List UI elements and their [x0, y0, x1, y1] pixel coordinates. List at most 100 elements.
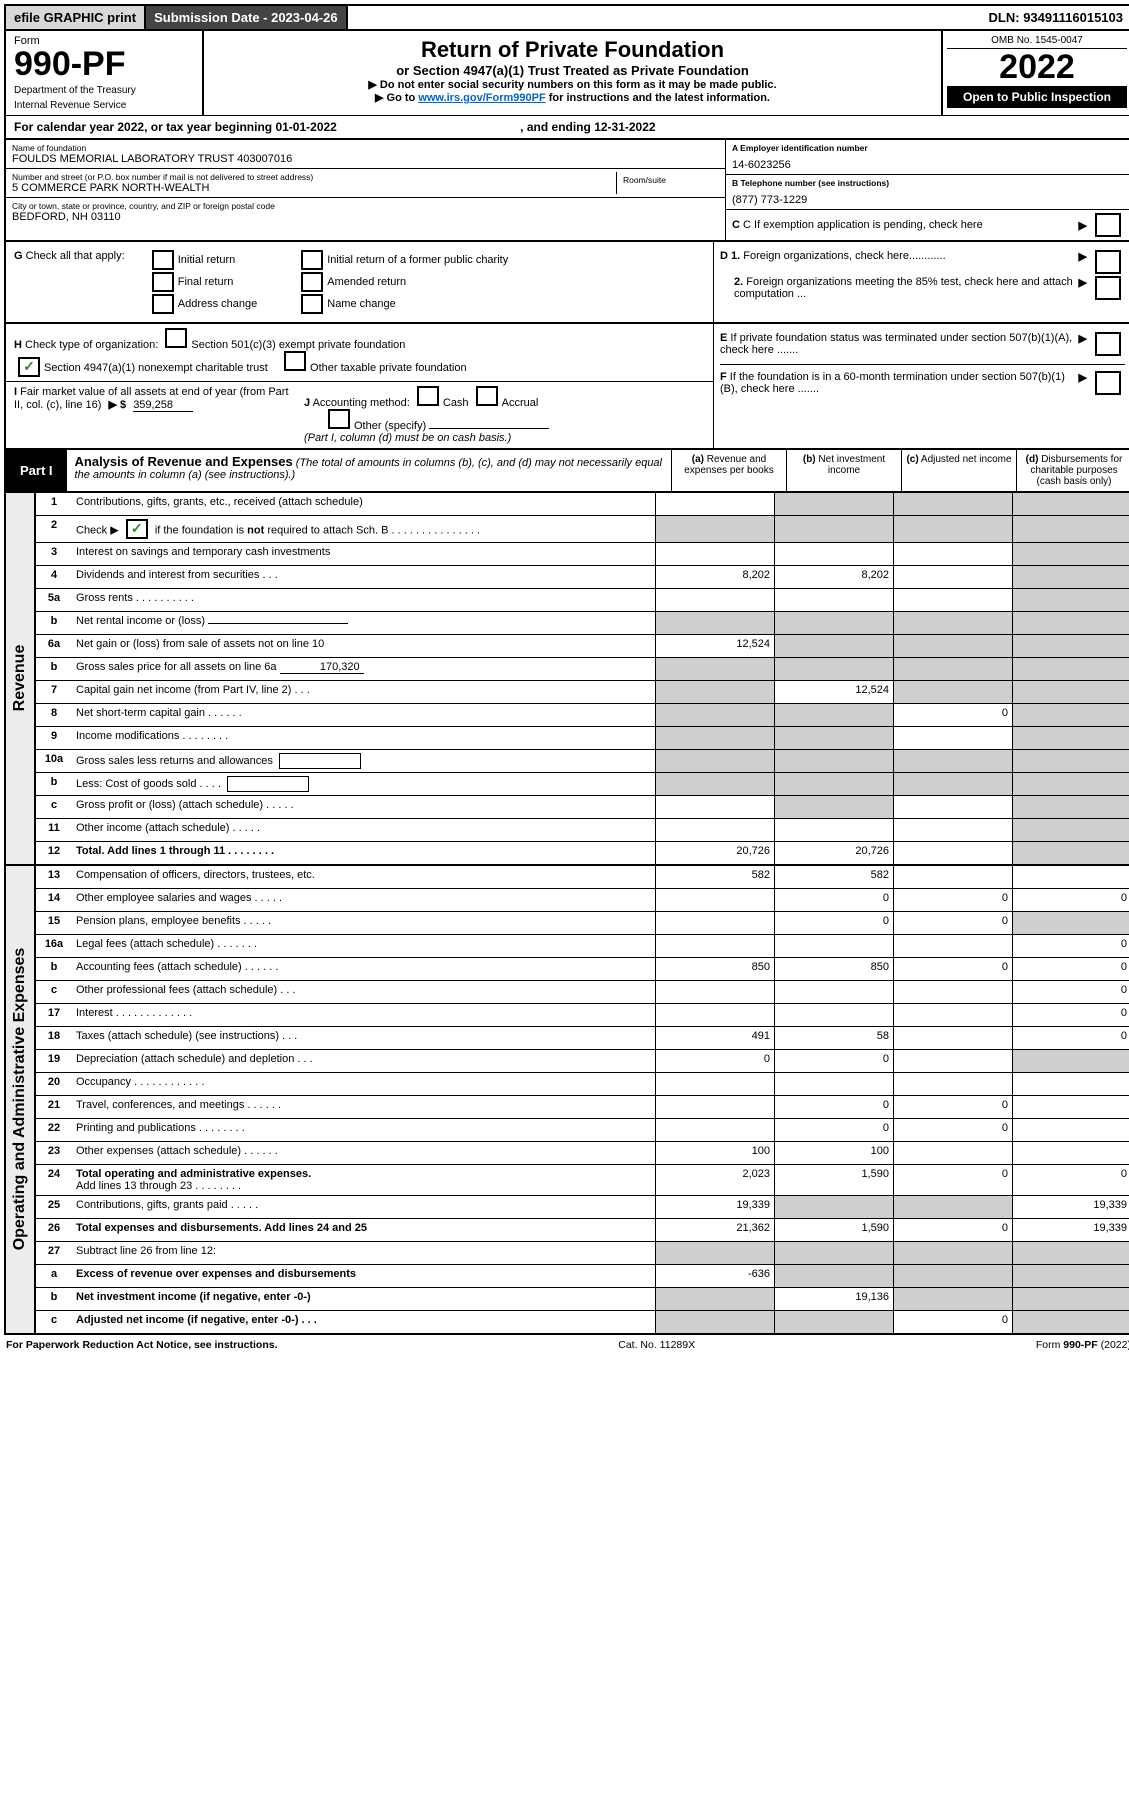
- header-mid: Return of Private Foundation or Section …: [204, 31, 943, 115]
- g-opt6: Name change: [327, 298, 396, 310]
- d-block: D 1. Foreign organizations, check here..…: [713, 242, 1129, 322]
- h-4947-checkbox[interactable]: [18, 357, 40, 377]
- addr-row: Number and street (or P.O. box number if…: [6, 169, 725, 198]
- e-checkbox[interactable]: [1095, 332, 1121, 356]
- expenses-side-label: Operating and Administrative Expenses: [6, 866, 36, 1333]
- row-22: 22Printing and publications . . . . . . …: [36, 1118, 1129, 1141]
- calendar-year-row: For calendar year 2022, or tax year begi…: [4, 115, 1129, 140]
- row-5b: bNet rental income or (loss): [36, 611, 1129, 634]
- g-address-checkbox[interactable]: [152, 294, 174, 314]
- g-final-checkbox[interactable]: [152, 272, 174, 292]
- city-cell: City or town, state or province, country…: [6, 198, 725, 226]
- g-block: G Check all that apply: Initial return I…: [6, 242, 713, 322]
- row-1: 1Contributions, gifts, grants, etc., rec…: [36, 493, 1129, 515]
- city-value: BEDFORD, NH 03110: [12, 211, 719, 223]
- g-former-checkbox[interactable]: [301, 250, 323, 270]
- exemption-cell: C C If exemption application is pending,…: [726, 210, 1129, 240]
- form-subtitle: or Section 4947(a)(1) Trust Treated as P…: [208, 63, 937, 78]
- info-right: A Employer identification number 14-6023…: [725, 140, 1129, 240]
- j-accrual-checkbox[interactable]: [476, 386, 498, 406]
- room-cell: Room/suite: [617, 172, 719, 194]
- r6b-inset: 170,320: [280, 661, 364, 674]
- row-9: 9Income modifications . . . . . . . .: [36, 726, 1129, 749]
- d2-checkbox[interactable]: [1095, 276, 1121, 300]
- part1-header: Part I Analysis of Revenue and Expenses …: [4, 450, 1129, 493]
- row-16a: 16aLegal fees (attach schedule) . . . . …: [36, 934, 1129, 957]
- cal-pre: For calendar year 2022, or tax year begi…: [14, 120, 275, 134]
- city-label: City or town, state or province, country…: [12, 201, 719, 211]
- j-other-checkbox[interactable]: [328, 409, 350, 429]
- note-pre: ▶ Go to: [375, 92, 418, 104]
- col-b-label: Net investment income: [818, 454, 885, 476]
- r10b-box: [227, 776, 309, 792]
- hij-left: H Check type of organization: Section 50…: [6, 324, 713, 448]
- j-block: J Accounting method: Cash Accrual Other …: [294, 386, 705, 444]
- g-label: Check all that apply:: [26, 250, 125, 262]
- row-8: 8Net short-term capital gain . . . . . .…: [36, 703, 1129, 726]
- col-d-label: Disbursements for charitable purposes (c…: [1030, 454, 1122, 487]
- d1-checkbox[interactable]: [1095, 250, 1121, 274]
- form-note-link: ▶ Go to www.irs.gov/Form990PF for instru…: [208, 91, 937, 104]
- g-name-checkbox[interactable]: [301, 294, 323, 314]
- row-4: 4Dividends and interest from securities …: [36, 565, 1129, 588]
- g-opt4: Initial return of a former public charit…: [327, 254, 508, 266]
- h-other-checkbox[interactable]: [284, 351, 306, 371]
- info-block: Name of foundation FOULDS MEMORIAL LABOR…: [4, 140, 1129, 242]
- row-5a: 5aGross rents . . . . . . . . . .: [36, 588, 1129, 611]
- i-lead: I: [14, 386, 17, 398]
- arrow-icon: ▶: [1079, 219, 1087, 232]
- phone-label: B Telephone number (see instructions): [732, 178, 1125, 188]
- top-bar: efile GRAPHIC print Submission Date - 20…: [4, 4, 1129, 31]
- row-6a: 6aNet gain or (loss) from sale of assets…: [36, 634, 1129, 657]
- row-23: 23Other expenses (attach schedule) . . .…: [36, 1141, 1129, 1164]
- h-501c3-checkbox[interactable]: [165, 328, 187, 348]
- j-other: Other (specify): [354, 420, 426, 432]
- row-27: 27Subtract line 26 from line 12:: [36, 1241, 1129, 1264]
- arrow-icon: ▶: [1079, 250, 1087, 263]
- schb-checkbox[interactable]: [126, 519, 148, 539]
- f-checkbox[interactable]: [1095, 371, 1121, 395]
- j-lead: J: [304, 397, 310, 409]
- r10a-box: [279, 753, 361, 769]
- address: 5 COMMERCE PARK NORTH-WEALTH: [12, 182, 616, 194]
- row-11: 11Other income (attach schedule) . . . .…: [36, 818, 1129, 841]
- dept-treasury: Department of the Treasury: [14, 85, 194, 96]
- row-18: 18Taxes (attach schedule) (see instructi…: [36, 1026, 1129, 1049]
- header-right: OMB No. 1545-0047 2022 Open to Public In…: [943, 31, 1129, 115]
- room-label: Room/suite: [623, 175, 713, 185]
- arrow-icon: ▶: [1079, 276, 1087, 289]
- info-left: Name of foundation FOULDS MEMORIAL LABOR…: [6, 140, 725, 240]
- g-initial-checkbox[interactable]: [152, 250, 174, 270]
- row-15: 15Pension plans, employee benefits . . .…: [36, 911, 1129, 934]
- irs-link[interactable]: www.irs.gov/Form990PF: [418, 92, 545, 104]
- row-6b: bGross sales price for all assets on lin…: [36, 657, 1129, 680]
- disclosure-badge: Open to Public Inspection: [947, 86, 1127, 108]
- ein-label: A Employer identification number: [732, 143, 1125, 153]
- g-amended-checkbox[interactable]: [301, 272, 323, 292]
- row-14: 14Other employee salaries and wages . . …: [36, 888, 1129, 911]
- footer-mid: Cat. No. 11289X: [618, 1339, 695, 1351]
- h-label: Check type of organization:: [25, 339, 158, 351]
- row-2: 2Check ▶ if the foundation is not requir…: [36, 515, 1129, 542]
- section-h-i: H Check type of organization: Section 50…: [4, 324, 1129, 450]
- d1-label: Foreign organizations, check here.......…: [743, 250, 945, 262]
- cal-mid: , and ending: [517, 120, 594, 134]
- c-checkbox[interactable]: [1095, 213, 1121, 237]
- row-24: 24Total operating and administrative exp…: [36, 1164, 1129, 1195]
- row-25: 25Contributions, gifts, grants paid . . …: [36, 1195, 1129, 1218]
- i-block: I Fair market value of all assets at end…: [14, 386, 294, 444]
- col-d-head: (d) Disbursements for charitable purpose…: [1017, 450, 1129, 491]
- phone-cell: B Telephone number (see instructions) (8…: [726, 175, 1129, 210]
- row-17: 17Interest . . . . . . . . . . . . .0: [36, 1003, 1129, 1026]
- j-cash-checkbox[interactable]: [417, 386, 439, 406]
- ein-value: 14-6023256: [732, 159, 1125, 171]
- h-lead: H: [14, 339, 22, 351]
- section-g-d: G Check all that apply: Initial return I…: [4, 242, 1129, 324]
- j-note: (Part I, column (d) must be on cash basi…: [304, 432, 511, 444]
- efile-print-button[interactable]: efile GRAPHIC print: [6, 6, 146, 29]
- g-lead: G: [14, 250, 23, 262]
- col-b-head: (b) Net investment income: [787, 450, 902, 491]
- addr-cell: Number and street (or P.O. box number if…: [12, 172, 617, 194]
- row-19: 19Depreciation (attach schedule) and dep…: [36, 1049, 1129, 1072]
- j-other-line: [429, 428, 549, 429]
